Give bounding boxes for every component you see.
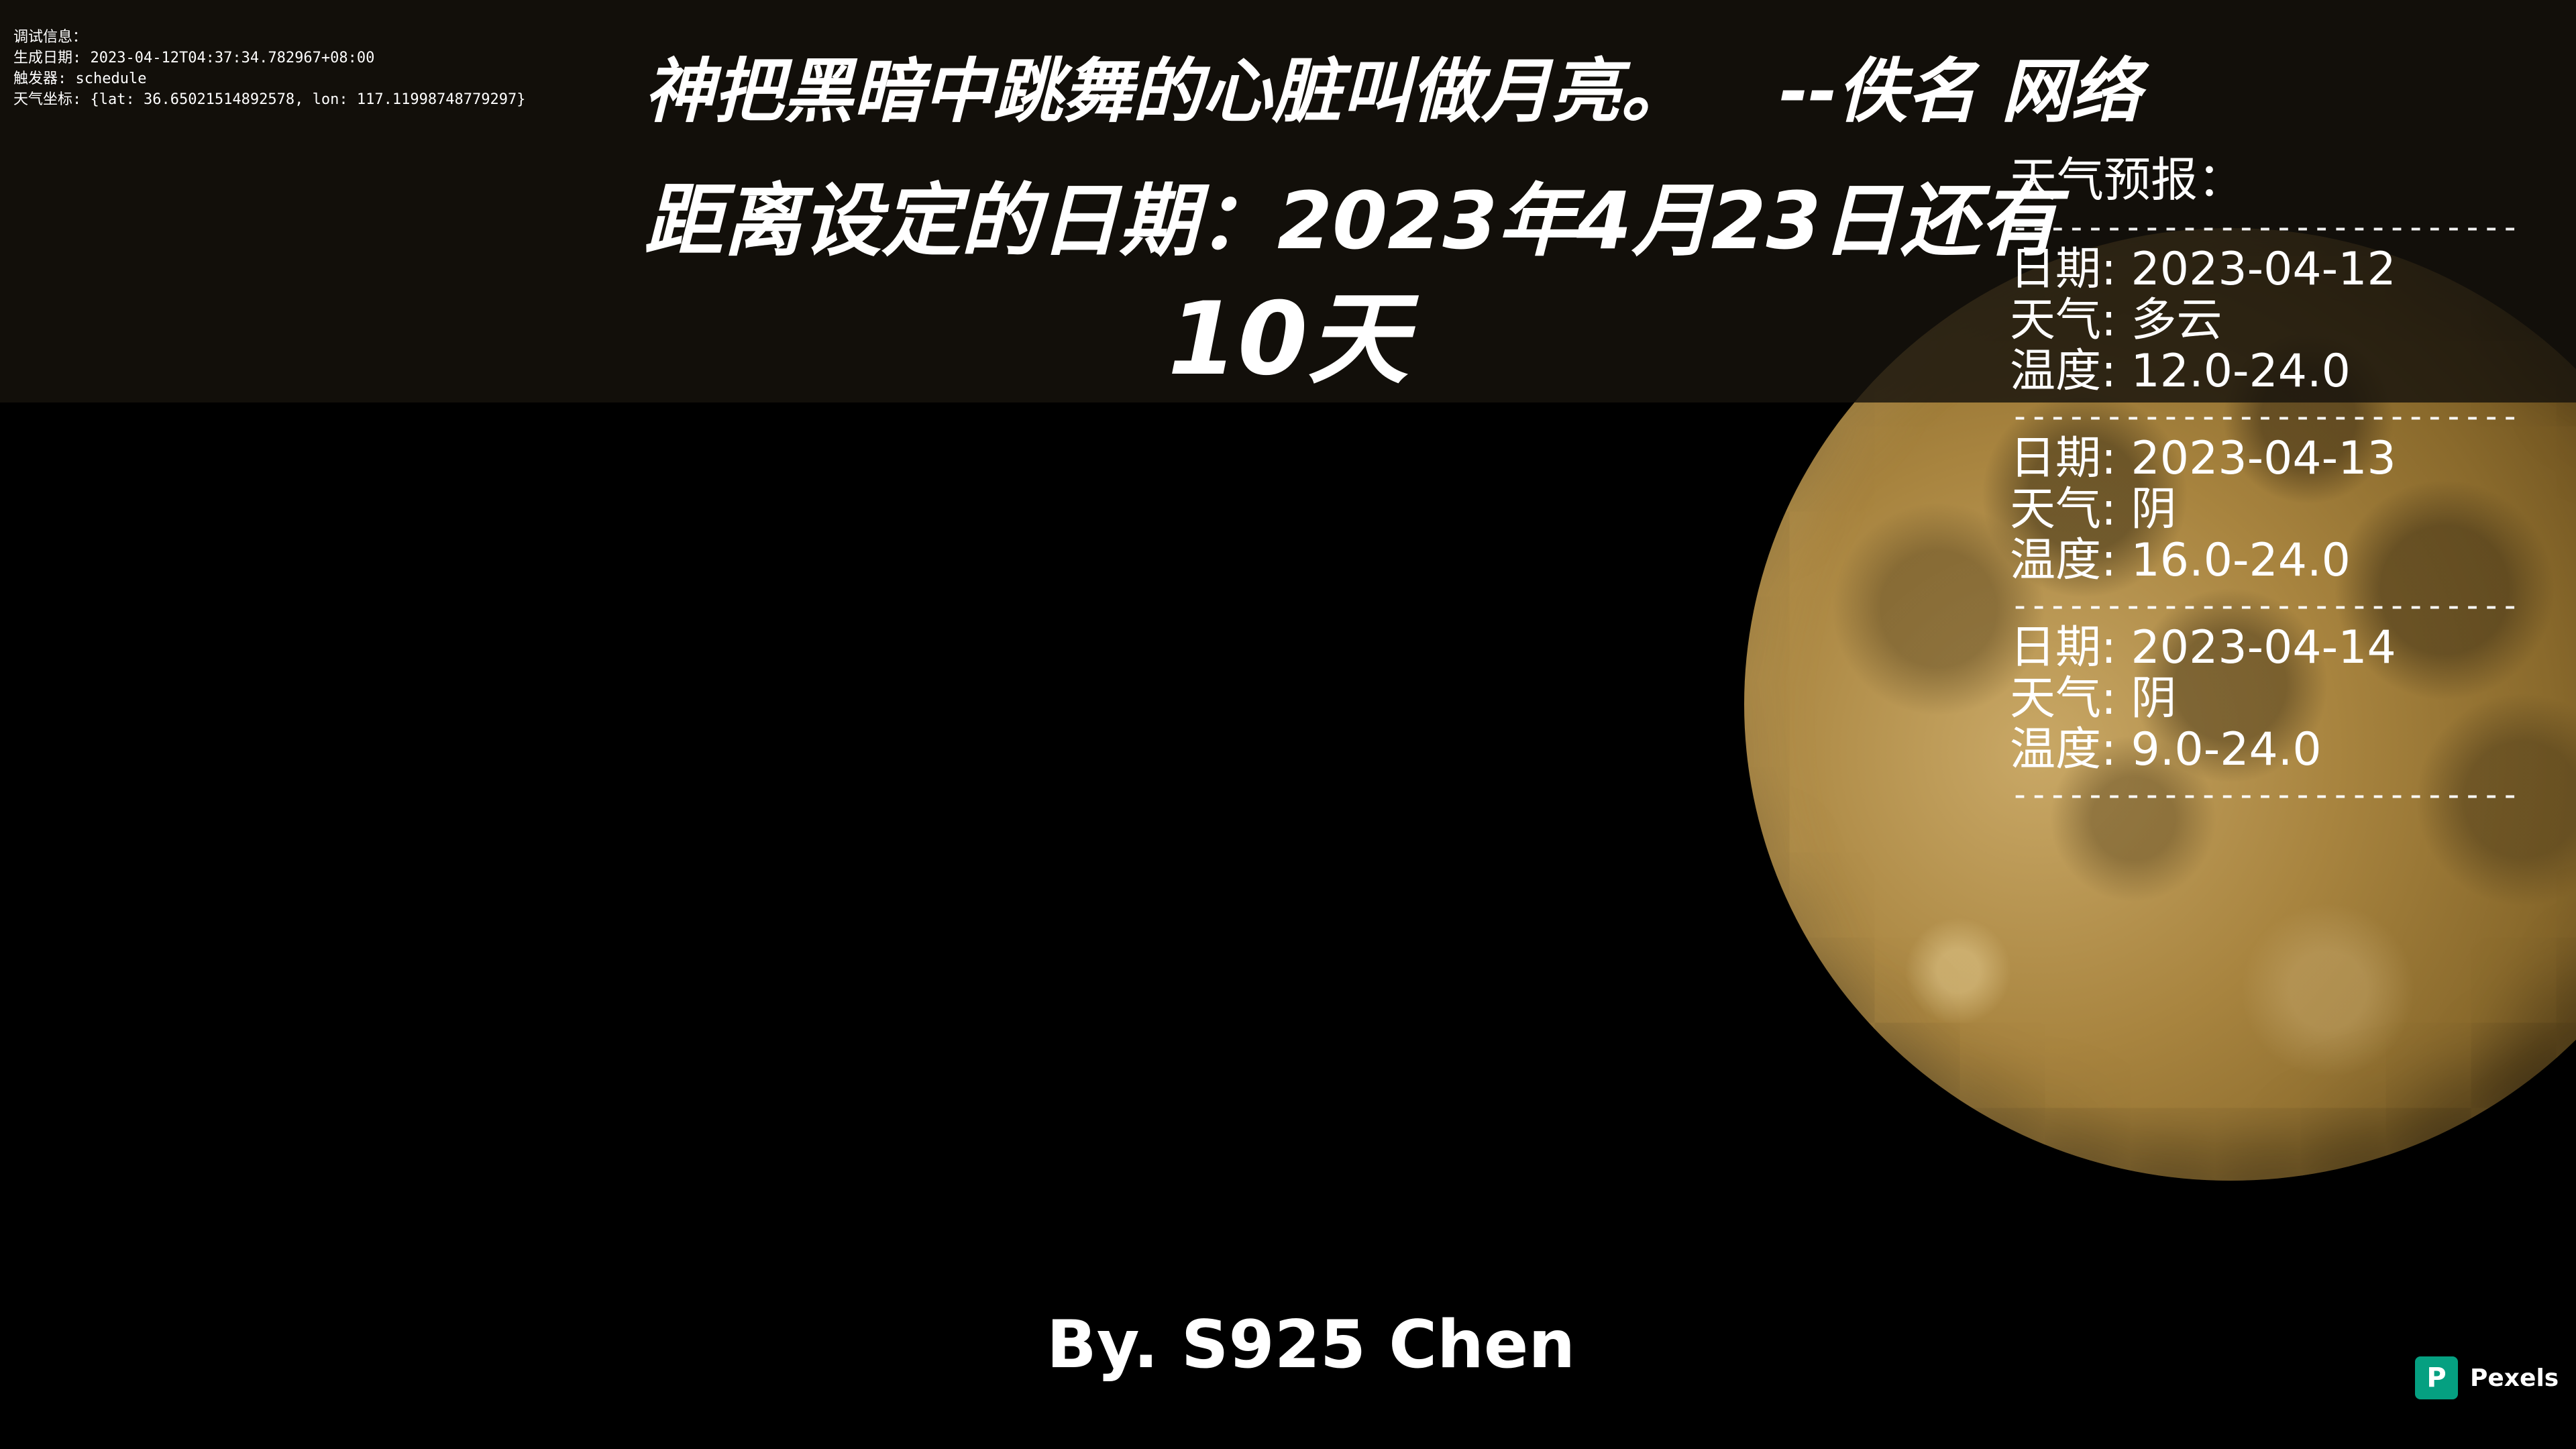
weather-day-2: 日期: 2023-04-13 天气: 阴 温度: 16.0-24.0 (2010, 433, 2520, 586)
weather-temp-value: 12.0-24.0 (2131, 345, 2351, 398)
quote-attribution: --佚名 网络 (1779, 50, 2141, 132)
debug-coords-row: 天气坐标: {lat: 36.65021514892578, lon: 117.… (13, 89, 526, 110)
debug-coords-label: 天气坐标: (13, 91, 82, 108)
weather-condition-label: 天气: (2010, 483, 2116, 536)
weather-divider: ------------------------------ (2010, 212, 2520, 241)
daily-quote: 神把黑暗中跳舞的心脏叫做月亮。 --佚名 网络 (644, 46, 2141, 137)
weather-temp-row: 温度: 16.0-24.0 (2010, 535, 2520, 586)
weather-divider: ------------------------------ (2010, 780, 2520, 809)
debug-trigger-row: 触发器: schedule (13, 68, 526, 89)
weather-day-3: 日期: 2023-04-14 天气: 阴 温度: 9.0-24.0 (2010, 623, 2520, 775)
quote-text: 神把黑暗中跳舞的心脏叫做月亮。 (644, 50, 1691, 132)
debug-info-panel: 调试信息： 生成日期: 2023-04-12T04:37:34.782967+0… (13, 27, 526, 110)
weather-date-value: 2023-04-14 (2131, 621, 2396, 674)
debug-generated-row: 生成日期: 2023-04-12T04:37:34.782967+08:00 (13, 48, 526, 68)
weather-condition-label: 天气: (2010, 672, 2116, 725)
pexels-label: Pexels (2470, 1364, 2559, 1392)
weather-date-label: 日期: (2010, 621, 2116, 674)
weather-temp-label: 温度: (2010, 345, 2116, 398)
weather-condition-label: 天气: (2010, 294, 2116, 347)
weather-day-1: 日期: 2023-04-12 天气: 多云 温度: 12.0-24.0 (2010, 244, 2520, 397)
weather-condition-value: 阴 (2131, 672, 2177, 725)
debug-generated-value: 2023-04-12T04:37:34.782967+08:00 (90, 50, 375, 66)
weather-temp-value: 9.0-24.0 (2131, 723, 2322, 776)
weather-date-value: 2023-04-13 (2131, 432, 2396, 485)
debug-generated-label: 生成日期: (13, 50, 82, 66)
weather-forecast-panel: 天气预报： ------------------------------ 日期:… (2010, 148, 2520, 809)
weather-title: 天气预报： (2010, 152, 2245, 207)
countdown-target-date: 2023年4月23日 (1277, 174, 1900, 267)
weather-temp-row: 温度: 9.0-24.0 (2010, 724, 2520, 775)
weather-date-row: 日期: 2023-04-14 (2010, 623, 2520, 674)
debug-trigger-label: 触发器: (13, 70, 67, 87)
weather-temp-label: 温度: (2010, 723, 2116, 776)
debug-coords-value: {lat: 36.65021514892578, lon: 117.119987… (90, 91, 526, 108)
weather-condition-row: 天气: 阴 (2010, 484, 2520, 535)
weather-divider: ------------------------------ (2010, 401, 2520, 431)
weather-condition-value: 多云 (2131, 294, 2222, 347)
countdown-heading: 距离设定的日期：2023年4月23日还有 (644, 170, 2059, 271)
debug-trigger-value: schedule (75, 70, 147, 87)
weather-date-label: 日期: (2010, 243, 2116, 296)
weather-temp-value: 16.0-24.0 (2131, 534, 2351, 587)
pexels-logo-icon: P (2415, 1356, 2458, 1399)
countdown-suffix: 还有 (1900, 174, 2059, 267)
weather-temp-row: 温度: 12.0-24.0 (2010, 346, 2520, 397)
weather-date-value: 2023-04-12 (2131, 243, 2396, 296)
weather-condition-row: 天气: 阴 (2010, 674, 2520, 724)
countdown-days-left: 10天 (1167, 281, 1409, 398)
author-credit: By. S925 Chen (1046, 1307, 1576, 1383)
weather-condition-value: 阴 (2131, 483, 2177, 536)
weather-date-row: 日期: 2023-04-13 (2010, 433, 2520, 484)
weather-date-row: 日期: 2023-04-12 (2010, 244, 2520, 295)
weather-condition-row: 天气: 多云 (2010, 295, 2520, 346)
pexels-watermark: P Pexels (2415, 1356, 2559, 1399)
weather-divider: ------------------------------ (2010, 590, 2520, 620)
weather-temp-label: 温度: (2010, 534, 2116, 587)
countdown-prefix: 距离设定的日期： (644, 174, 1278, 267)
debug-title: 调试信息： (13, 29, 88, 46)
weather-date-label: 日期: (2010, 432, 2116, 485)
header-overlay (0, 0, 2576, 402)
